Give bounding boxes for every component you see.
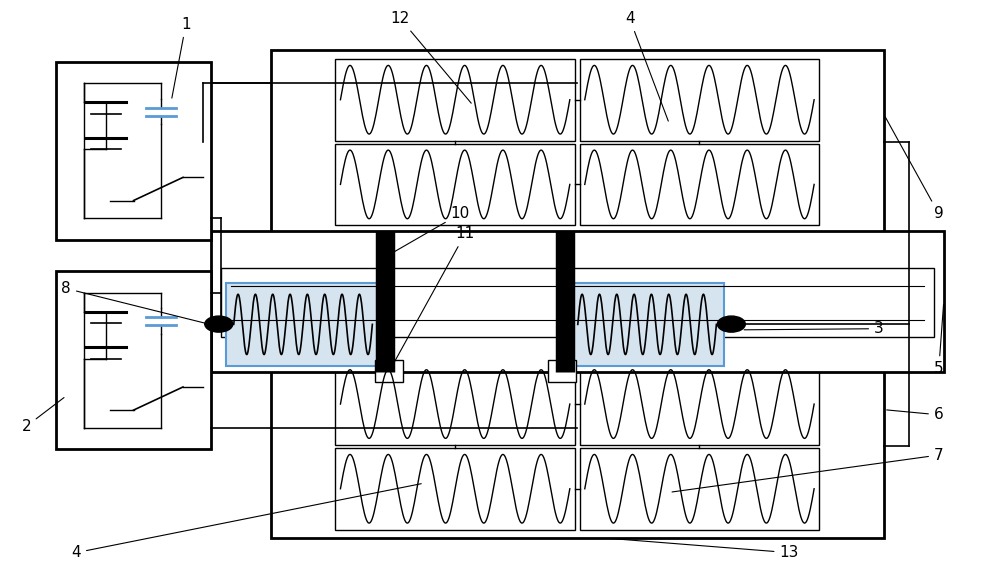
Bar bbox=[580, 144, 819, 226]
Text: 4: 4 bbox=[71, 484, 421, 560]
Bar bbox=[335, 448, 575, 530]
Text: 7: 7 bbox=[672, 448, 944, 492]
Text: 1: 1 bbox=[172, 17, 191, 98]
Bar bbox=[335, 363, 575, 445]
Bar bbox=[580, 448, 819, 530]
Text: 6: 6 bbox=[887, 407, 944, 422]
Bar bbox=[548, 360, 576, 382]
Text: 11: 11 bbox=[391, 226, 475, 369]
Text: 5: 5 bbox=[934, 304, 944, 376]
Bar bbox=[580, 363, 819, 445]
Bar bbox=[375, 360, 403, 382]
Bar bbox=[221, 268, 934, 338]
Bar bbox=[211, 231, 944, 372]
Bar bbox=[56, 271, 211, 449]
Text: 8: 8 bbox=[61, 281, 206, 324]
Circle shape bbox=[717, 316, 745, 332]
Text: 4: 4 bbox=[625, 11, 668, 121]
Text: 10: 10 bbox=[393, 207, 470, 253]
Bar bbox=[570, 283, 724, 366]
Bar bbox=[580, 59, 819, 141]
Bar bbox=[335, 144, 575, 226]
Bar bbox=[271, 50, 884, 234]
Bar bbox=[226, 283, 380, 366]
Text: 3: 3 bbox=[744, 321, 884, 336]
Bar bbox=[335, 59, 575, 141]
Text: 13: 13 bbox=[611, 538, 799, 560]
Bar bbox=[271, 354, 884, 538]
Circle shape bbox=[205, 316, 233, 332]
Text: 9: 9 bbox=[885, 117, 944, 222]
Bar bbox=[56, 62, 211, 239]
Text: 12: 12 bbox=[391, 11, 471, 103]
Text: 2: 2 bbox=[22, 398, 64, 434]
